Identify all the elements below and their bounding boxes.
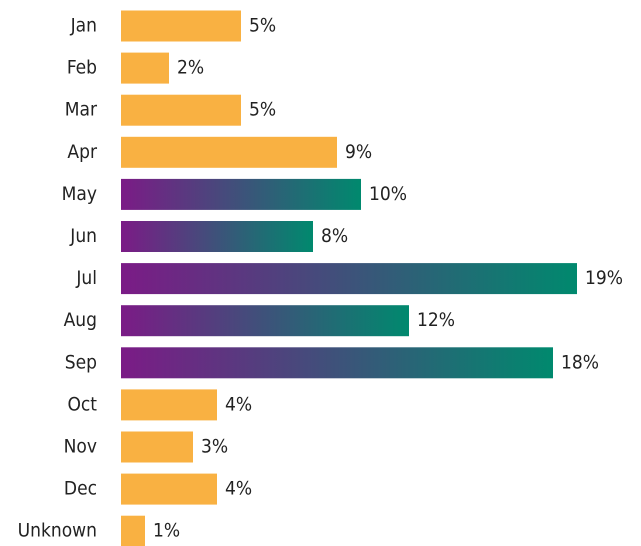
category-label: Feb (67, 57, 97, 79)
category-label: Dec (64, 478, 97, 500)
bar (121, 136, 337, 168)
bar (121, 52, 169, 84)
category-label: Jul (75, 267, 97, 289)
value-label: 10% (369, 183, 407, 205)
bar (121, 347, 553, 379)
category-label: May (62, 183, 97, 205)
value-label: 18% (561, 351, 599, 373)
bar (121, 221, 313, 252)
category-label: Jan (70, 15, 97, 37)
bar (121, 305, 409, 337)
value-label: 4% (225, 393, 252, 415)
bar (121, 10, 241, 42)
value-label: 9% (345, 141, 372, 163)
bar (121, 473, 217, 505)
value-label: 5% (249, 15, 276, 37)
value-label: 19% (585, 267, 623, 289)
bar (121, 94, 241, 126)
category-label: Oct (67, 393, 97, 415)
category-label: Unknown (18, 520, 97, 542)
category-label: Mar (65, 99, 98, 121)
category-label: Apr (67, 141, 98, 163)
category-label: Aug (64, 309, 97, 331)
value-label: 8% (321, 225, 348, 247)
value-label: 2% (177, 57, 204, 79)
category-label: Nov (64, 436, 97, 458)
bar (121, 389, 217, 421)
bar (121, 431, 193, 463)
value-label: 12% (417, 309, 455, 331)
value-label: 3% (201, 436, 228, 458)
category-label: Sep (65, 351, 97, 373)
category-label: Jun (69, 225, 97, 247)
bar (121, 515, 145, 546)
value-label: 1% (153, 520, 180, 542)
bar (121, 178, 361, 210)
value-label: 5% (249, 99, 276, 121)
value-label: 4% (225, 478, 252, 500)
bar (121, 263, 577, 295)
